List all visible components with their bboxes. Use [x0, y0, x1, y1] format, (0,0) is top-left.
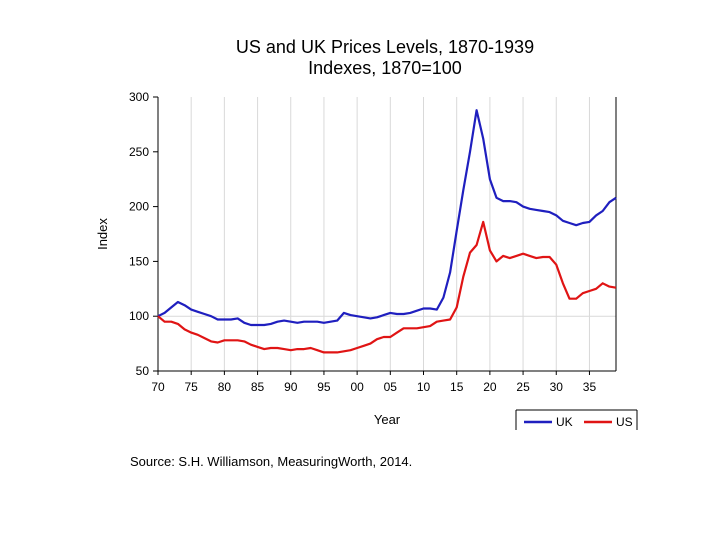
x-axis: 70 75 80 85 90 95 00 05 10 15 20 25 30 35 [151, 371, 596, 394]
grid [157, 97, 616, 371]
x-tick-label: 75 [185, 380, 199, 394]
x-tick-label: 30 [550, 380, 564, 394]
x-tick-label: 90 [284, 380, 298, 394]
x-tick-label: 80 [218, 380, 232, 394]
legend-label-uk: UK [556, 415, 573, 429]
chart-title: US and UK Prices Levels, 1870-1939 [235, 37, 535, 57]
x-tick-label: 05 [384, 380, 398, 394]
y-tick-label: 150 [129, 254, 149, 268]
legend: UK US [515, 409, 638, 430]
x-tick-label: 70 [151, 380, 165, 394]
y-tick-label: 250 [129, 145, 149, 159]
y-tick-label: 200 [129, 200, 149, 214]
legend-label-us: US [616, 415, 633, 429]
series-group [157, 109, 617, 354]
y-axis: 50 100 150 200 250 300 [129, 90, 158, 378]
x-tick-label: 15 [450, 380, 464, 394]
x-tick-label: 95 [317, 380, 331, 394]
x-tick-label: 35 [583, 380, 597, 394]
series-line-us [157, 220, 617, 354]
plot-frame [157, 97, 617, 372]
x-tick-label: 00 [350, 380, 364, 394]
series-line-uk [157, 109, 617, 327]
x-tick-label: 20 [483, 380, 497, 394]
y-tick-label: 100 [129, 309, 149, 323]
x-axis-label: Year [374, 412, 401, 427]
x-tick-label: 85 [251, 380, 265, 394]
chart-subtitle: Indexes, 1870=100 [308, 58, 462, 78]
source-note: Source: S.H. Williamson, MeasuringWorth,… [130, 454, 413, 469]
y-axis-label: Index [95, 218, 110, 250]
x-tick-label: 10 [417, 380, 431, 394]
y-tick-label: 300 [129, 90, 149, 104]
x-tick-label: 25 [516, 380, 530, 394]
y-tick-label: 50 [136, 364, 150, 378]
